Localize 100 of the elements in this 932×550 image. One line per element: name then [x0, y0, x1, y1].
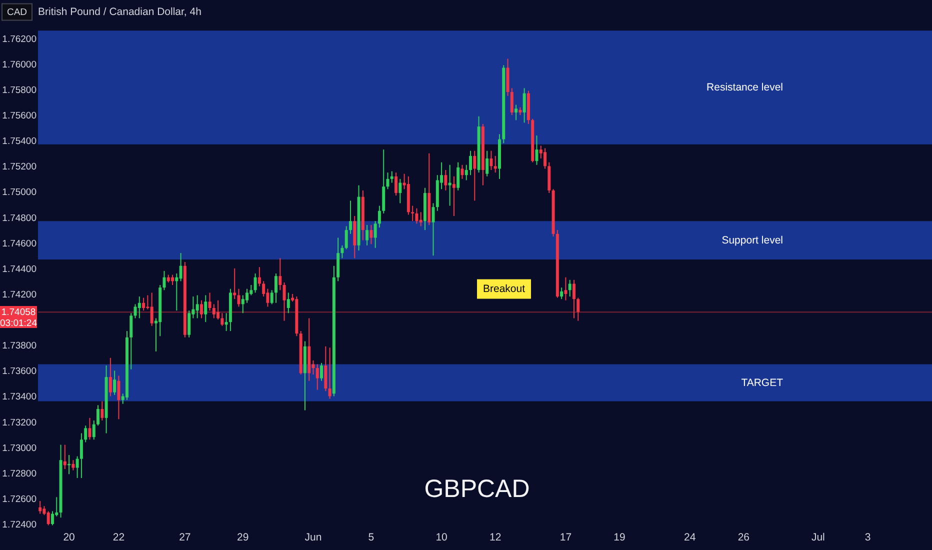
candlestick [370, 224, 373, 245]
candlestick [411, 205, 414, 222]
candlestick [348, 200, 352, 234]
y-tick-label: 1.73200 [2, 417, 36, 428]
candlestick [46, 510, 50, 526]
candlestick [204, 294, 208, 323]
band-label: Support level [722, 234, 783, 246]
candlestick [564, 276, 568, 301]
x-tick-label: 19 [614, 532, 626, 544]
x-tick-label: 5 [368, 532, 374, 544]
candlestick [134, 304, 137, 319]
candlestick [179, 252, 182, 282]
candlestick [460, 164, 464, 180]
candlestick [254, 273, 257, 294]
y-tick-label: 1.74400 [2, 264, 36, 275]
candlestick [378, 205, 381, 228]
candlestick [452, 176, 456, 216]
candlestick [237, 288, 240, 308]
candlestick [150, 292, 154, 326]
band-label: Resistance level [706, 82, 783, 94]
candlestick [456, 162, 460, 191]
candlestick [473, 150, 476, 202]
candlestick [486, 150, 489, 177]
candlestick [366, 224, 369, 246]
candlestick [130, 312, 133, 370]
candlestick [490, 150, 493, 170]
candlestick [212, 304, 216, 319]
x-tick-label: Jun [304, 532, 322, 544]
candlestick [544, 148, 547, 170]
candlestick [208, 292, 212, 312]
y-tick-label: 1.75000 [2, 187, 36, 198]
candlestick [108, 357, 112, 397]
candlestick [96, 404, 100, 426]
y-tick-label: 1.73000 [2, 442, 36, 454]
x-tick-label: 12 [490, 532, 502, 544]
candlestick [241, 294, 244, 314]
x-tick-label: 27 [179, 532, 191, 544]
candlestick [328, 347, 332, 400]
y-tick-label: 1.75600 [2, 110, 36, 122]
ref-line-label: 1.74058 [1, 307, 36, 318]
candlestick [390, 170, 394, 184]
candlestick [514, 104, 518, 121]
candlestick [469, 150, 472, 176]
candlestick [88, 417, 92, 440]
candlestick [196, 294, 199, 319]
candlestick [340, 244, 344, 259]
x-tick-label: 10 [436, 532, 448, 544]
candlestick [76, 456, 79, 478]
candlestick [394, 172, 398, 196]
candlestick [522, 88, 526, 124]
candlestick [50, 510, 54, 526]
candlestick [510, 88, 514, 116]
candlestick [419, 212, 422, 227]
candlestick [113, 370, 116, 396]
y-tick-label: 1.74200 [2, 289, 36, 300]
candlestick [432, 202, 435, 256]
text: British Pound / Canadian Dollar, 4h [38, 6, 202, 18]
candlestick [464, 164, 468, 181]
candlestick [286, 292, 290, 314]
y-tick-label: 1.72600 [2, 494, 36, 505]
x-tick-label: 24 [684, 532, 696, 544]
candlestick [344, 226, 348, 250]
candlestick [117, 375, 120, 420]
candlestick [72, 460, 75, 471]
candlestick [224, 312, 228, 332]
x-tick-label: Jul [811, 532, 825, 544]
candlestick [320, 362, 324, 382]
candlestick [188, 310, 191, 338]
y-tick-label: 1.72800 [2, 468, 36, 480]
candlestick [494, 155, 497, 174]
y-tick-label: 1.74600 [2, 238, 36, 250]
y-tick-label: 1.75800 [2, 84, 36, 96]
y-tick-label: 1.72400 [2, 520, 36, 530]
candlestick [80, 432, 83, 478]
candlestick [92, 420, 96, 440]
candlestick [444, 169, 448, 191]
candlestick [270, 290, 274, 305]
candlestick [63, 444, 66, 470]
x-tick-label: 26 [738, 532, 750, 544]
candlestick [535, 134, 538, 166]
y-tick-label: 1.74800 [2, 212, 36, 224]
annotation: Breakout [482, 283, 526, 295]
text: 03:01:24 [0, 318, 37, 330]
candlestick [258, 266, 261, 287]
x-tick-label: 22 [112, 532, 125, 544]
y-tick-label: 1.75400 [2, 136, 36, 148]
candlestick [216, 300, 220, 320]
y-tick-label: 1.75200 [2, 162, 36, 173]
candlestick [220, 312, 224, 326]
x-tick-label: 17 [560, 532, 572, 544]
band-label: TARGET [741, 376, 784, 389]
candlestick [448, 164, 452, 206]
candlestick [274, 273, 278, 304]
annotation: GBPCAD [424, 475, 530, 503]
x-tick-label: 20 [63, 532, 76, 544]
candlestick [84, 425, 88, 443]
candlestick [568, 279, 572, 298]
candlestick [560, 287, 564, 300]
candlestick [386, 172, 390, 190]
candlestick [142, 297, 146, 312]
